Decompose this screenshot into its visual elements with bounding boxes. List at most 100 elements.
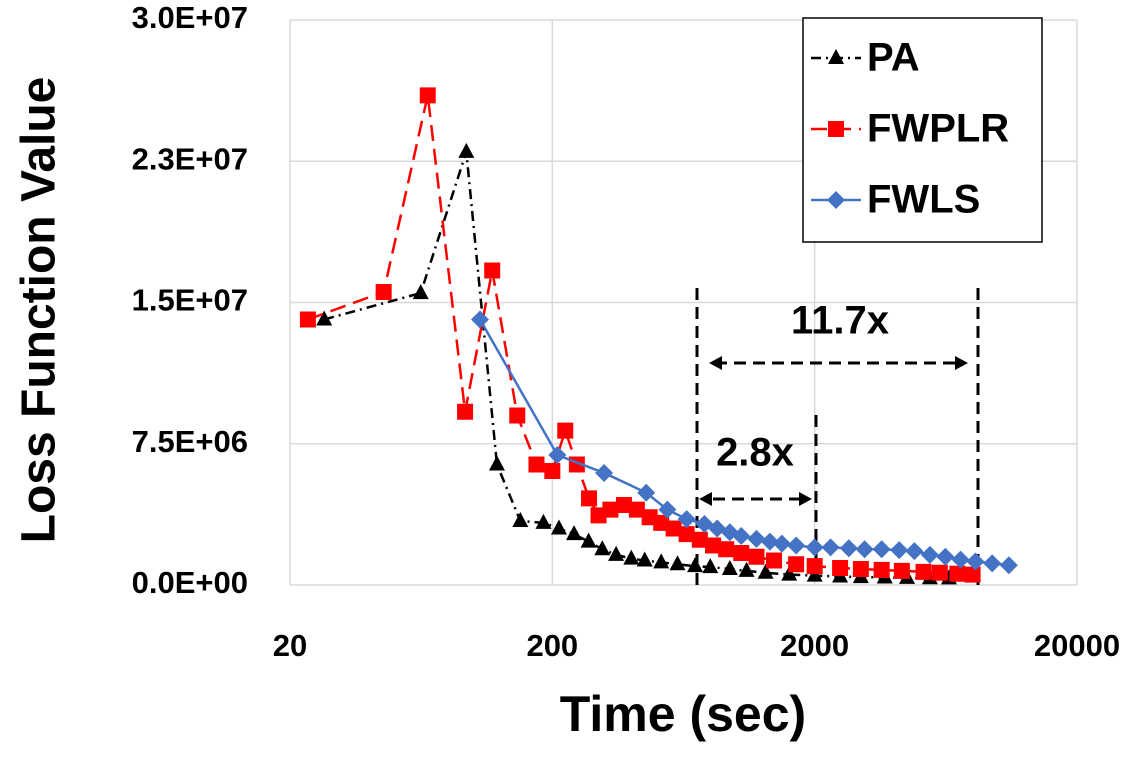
marker [550, 519, 567, 535]
legend-marker [828, 49, 844, 64]
marker [375, 283, 392, 300]
marker [623, 549, 640, 565]
legend-label: FWPLR [867, 107, 1009, 151]
x-tick-label: 200 [526, 628, 578, 663]
marker [581, 490, 598, 507]
arrow-head [709, 356, 722, 370]
marker [557, 422, 574, 439]
series [299, 87, 981, 583]
marker [964, 566, 981, 583]
grid [289, 19, 1078, 586]
marker [936, 547, 955, 566]
marker [509, 407, 526, 424]
marker [665, 520, 682, 537]
marker [419, 87, 436, 104]
marker [594, 540, 611, 556]
annotation: 11.7x [791, 299, 889, 343]
marker [412, 284, 429, 300]
marker [702, 558, 719, 574]
legend-marker [828, 121, 844, 137]
marker [855, 540, 874, 559]
annotation: 2.8x [716, 431, 794, 475]
marker [733, 544, 750, 561]
marker [678, 526, 695, 543]
y-tick-label: 1.5E+07 [132, 283, 248, 318]
y-axis-label: Loss Function Value [13, 77, 66, 544]
marker [615, 496, 632, 513]
marker [766, 552, 783, 569]
marker [677, 510, 696, 529]
marker [580, 532, 597, 548]
marker [669, 555, 686, 571]
marker [890, 541, 909, 560]
marker [316, 310, 333, 326]
legend-marker [827, 191, 845, 209]
marker [893, 562, 910, 579]
marker [821, 538, 840, 557]
line [323, 151, 949, 580]
marker [528, 456, 545, 473]
marker [999, 556, 1018, 575]
marker [747, 529, 766, 548]
marker [458, 142, 475, 158]
arrow-head [955, 356, 968, 370]
marker [951, 550, 970, 569]
marker [718, 541, 735, 558]
series [471, 310, 1018, 575]
marker [966, 552, 985, 571]
marker [920, 545, 939, 564]
marker [705, 537, 722, 554]
marker [687, 557, 704, 573]
arrow-head [699, 492, 712, 506]
marker [905, 542, 924, 561]
marker [915, 563, 932, 580]
y-tick-label: 7.5E+06 [132, 424, 248, 459]
marker [488, 455, 505, 471]
arrow-heads [699, 356, 968, 506]
y-tick-label: 0.0E+00 [132, 565, 248, 600]
marker [602, 501, 619, 518]
marker [637, 483, 656, 502]
marker [535, 513, 552, 529]
marker [512, 511, 529, 527]
marker [732, 527, 751, 546]
marker [636, 551, 653, 567]
marker [788, 556, 805, 573]
marker [852, 560, 869, 577]
marker [931, 564, 948, 581]
marker [544, 463, 561, 480]
marker [721, 559, 738, 575]
marker [608, 545, 625, 561]
marker [653, 514, 670, 531]
marker [738, 561, 755, 577]
marker [983, 554, 1002, 573]
x-tick-label: 2000 [780, 628, 849, 663]
marker [839, 539, 858, 558]
marker [757, 563, 774, 579]
marker [781, 565, 798, 581]
marker [548, 446, 567, 465]
marker [484, 262, 501, 279]
marker [628, 501, 645, 518]
x-tick-label: 20 [273, 628, 307, 663]
marker [748, 548, 765, 565]
legend-label: PA [867, 36, 920, 80]
marker [658, 500, 677, 519]
marker [691, 531, 708, 548]
arrow-head [799, 492, 812, 506]
marker [872, 540, 891, 559]
marker [653, 553, 670, 569]
x-tick-label: 20000 [1034, 628, 1120, 663]
marker [566, 525, 583, 541]
legend-label: FWLS [867, 178, 980, 222]
marker [299, 311, 316, 328]
marker [949, 565, 966, 582]
marker [760, 532, 779, 551]
x-axis-label: Time (sec) [560, 686, 806, 742]
marker [806, 558, 823, 575]
y-tick-label: 2.3E+07 [132, 141, 248, 176]
marker [832, 560, 849, 577]
marker [471, 310, 490, 329]
marker [772, 534, 791, 553]
